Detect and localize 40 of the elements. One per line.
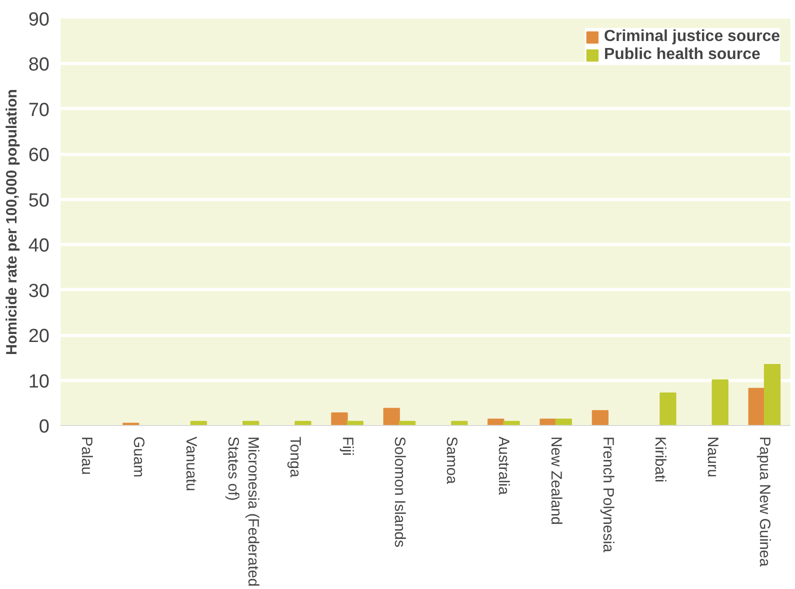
- bar: [764, 364, 781, 426]
- x-tick-label: Tonga: [286, 436, 304, 478]
- x-tick-label: French Polynesia: [600, 436, 616, 554]
- y-tick-label: 90: [28, 10, 50, 30]
- x-tick-label: Nauru: [704, 436, 721, 478]
- bar: [383, 408, 400, 426]
- y-tick-label: 20: [28, 326, 50, 348]
- x-tick-label: New Zealand: [547, 436, 564, 525]
- bar: [748, 388, 765, 426]
- bar: [488, 418, 504, 426]
- bar: [712, 379, 728, 426]
- bar: [122, 422, 140, 426]
- x-tick-label: Vanuatu: [182, 436, 200, 492]
- x-tick-label: Papua New Guinea: [756, 436, 773, 568]
- y-tick-label: 10: [28, 371, 50, 392]
- bar: [294, 420, 312, 426]
- y-tick-label: 80: [28, 54, 50, 76]
- x-tick-label: Samoa: [443, 436, 460, 485]
- legend-label: Public health source: [604, 46, 760, 64]
- bar: [660, 392, 676, 426]
- y-tick-label: 30: [28, 280, 50, 302]
- bar: [331, 412, 348, 426]
- y-tick-label: 50: [28, 190, 50, 212]
- bar: [592, 410, 608, 426]
- legend-label: Criminal justice source: [604, 28, 780, 46]
- x-tick-label: Solomon Islands: [390, 436, 408, 548]
- bar: [503, 420, 520, 426]
- bar: [540, 418, 556, 426]
- y-tick-label: 40: [28, 236, 50, 257]
- x-tick-label: Kiribati: [652, 436, 669, 482]
- y-tick-label: 0: [38, 416, 50, 438]
- bar: [555, 418, 572, 426]
- x-tick-label: Fiji: [338, 436, 356, 456]
- y-axis-title: Homicide rate per 100,000 population: [3, 89, 20, 355]
- x-tick-label: Guam: [130, 436, 148, 478]
- x-tick-label: Australia: [495, 436, 512, 496]
- x-tick-label: Palau: [78, 436, 96, 475]
- y-tick-label: 60: [28, 145, 50, 166]
- x-tick-label: Micronesia (Federated States of): [224, 436, 262, 587]
- y-tick-label: 70: [28, 100, 50, 121]
